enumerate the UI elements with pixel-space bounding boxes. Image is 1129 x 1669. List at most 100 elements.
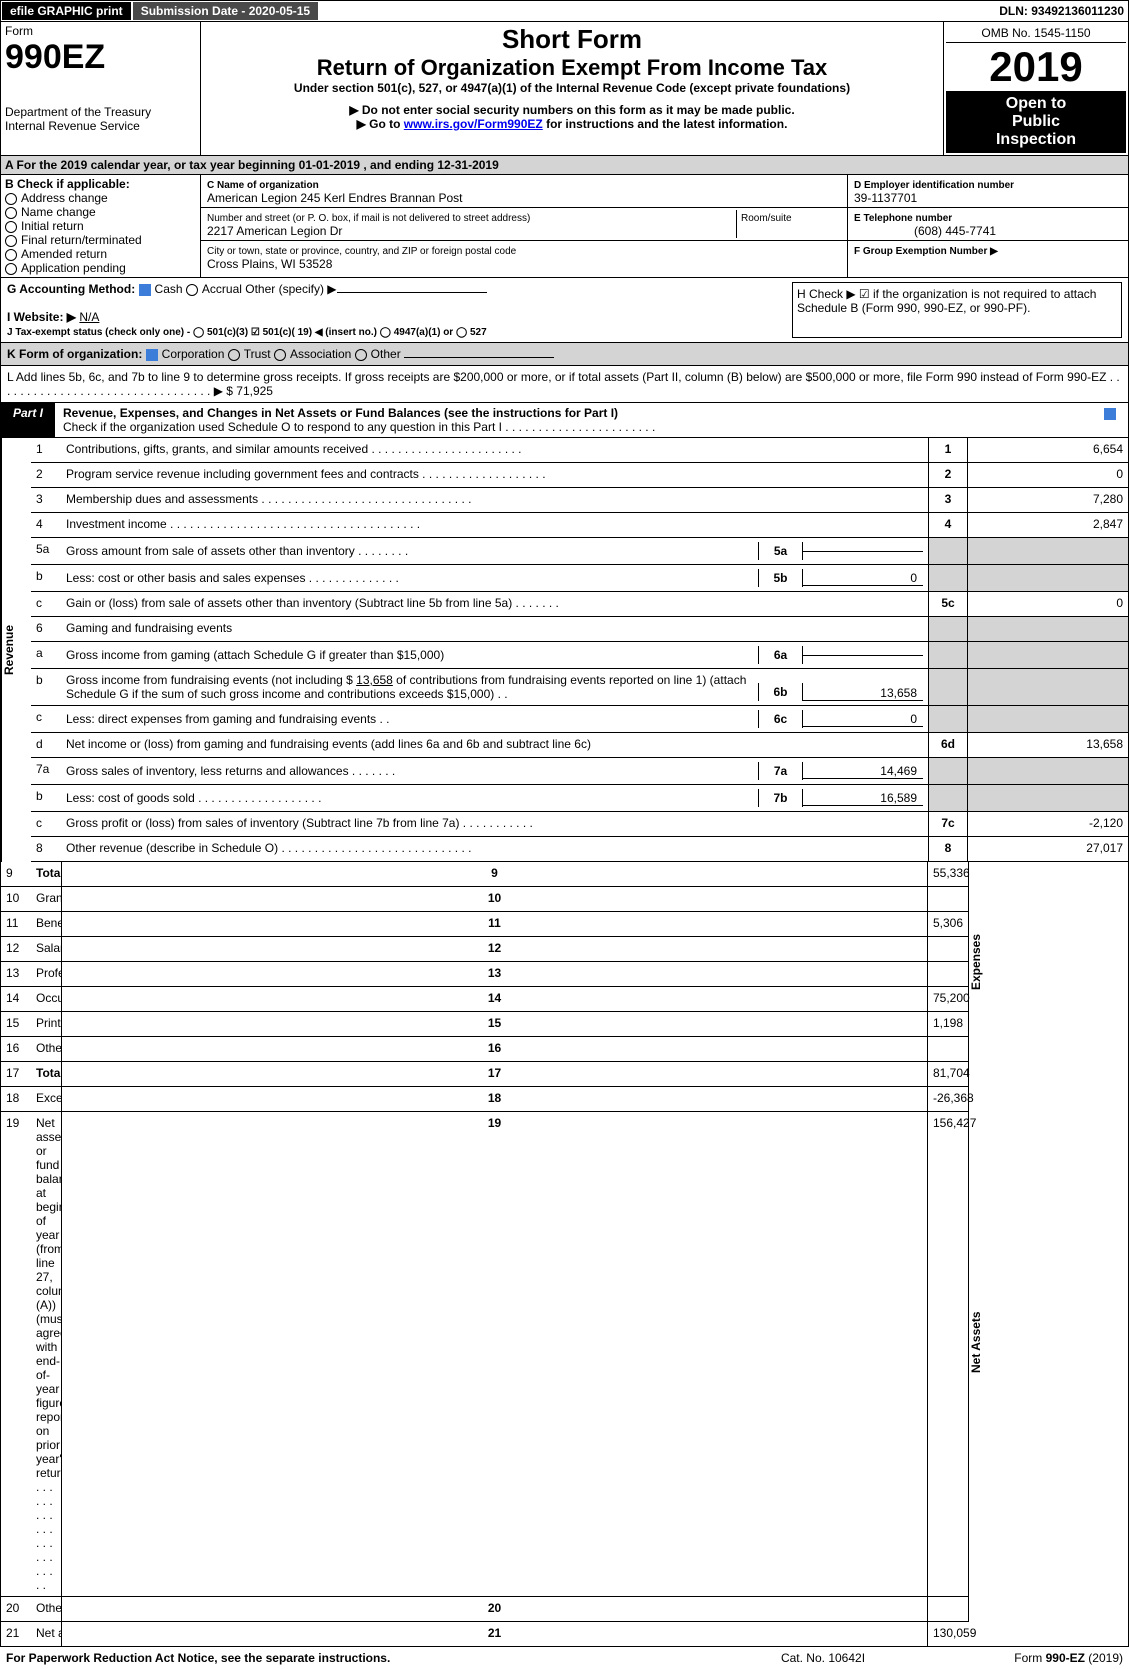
l19-desc: Net assets or fund balances at beginning…	[31, 1112, 61, 1597]
l8-desc: Other revenue (describe in Schedule O) .…	[61, 837, 928, 862]
entity-block: B Check if applicable: Address change Na…	[0, 175, 1129, 278]
row-k: K Form of organization: Corporation Trus…	[0, 343, 1129, 366]
tax-year: 2019	[946, 43, 1126, 91]
open-public: Open to Public Inspection	[946, 91, 1126, 153]
chk-initial-return[interactable]: Initial return	[21, 219, 84, 233]
l2-num: 2	[31, 463, 61, 488]
l10-col: 10	[61, 887, 928, 912]
row-l: L Add lines 5b, 6c, and 7b to line 9 to …	[0, 366, 1129, 403]
l2-amt: 0	[968, 463, 1128, 488]
street-address: 2217 American Legion Dr	[207, 224, 342, 238]
phone-label: E Telephone number	[854, 213, 952, 224]
website-label: I Website: ▶	[7, 310, 76, 324]
tax-exempt-status: J Tax-exempt status (check only one) - ◯…	[7, 327, 487, 338]
l11-num: 11	[1, 912, 31, 937]
l8-amt: 27,017	[968, 837, 1128, 862]
city-label: City or town, state or province, country…	[207, 246, 516, 257]
l2-col: 2	[928, 463, 968, 488]
l5c-desc: Gain or (loss) from sale of assets other…	[61, 592, 928, 617]
chk-amended[interactable]: Amended return	[21, 247, 107, 261]
l6a-desc: Gross income from gaming (attach Schedul…	[61, 642, 928, 669]
l1-amt: 6,654	[968, 438, 1128, 463]
form-ref: Form 990-EZ (2019)	[923, 1651, 1123, 1665]
l7a-num: 7a	[31, 758, 61, 785]
l15-desc: Printing, publications, postage, and shi…	[31, 1012, 61, 1037]
l5b-num: b	[31, 565, 61, 592]
chk-name-change[interactable]: Name change	[21, 205, 96, 219]
note-ssn: ▶ Do not enter social security numbers o…	[205, 103, 939, 117]
l5c-num: c	[31, 592, 61, 617]
street-label: Number and street (or P. O. box, if mail…	[207, 213, 530, 224]
l5a-amt-grey	[968, 538, 1128, 565]
trust-checkbox[interactable]	[228, 349, 240, 361]
l3-desc: Membership dues and assessments . . . . …	[61, 488, 928, 513]
l19-col: 19	[61, 1112, 928, 1597]
l6c-num: c	[31, 706, 61, 733]
corp-checkbox[interactable]	[146, 349, 158, 361]
form-label: Form	[5, 24, 196, 38]
c-label: C Name of organization	[207, 180, 319, 191]
chk-final-return[interactable]: Final return/terminated	[21, 233, 142, 247]
l5c-amt: 0	[968, 592, 1128, 617]
l19-num: 19	[1, 1112, 31, 1597]
form-number: 990EZ	[5, 38, 196, 77]
l12-num: 12	[1, 937, 31, 962]
chk-address-change[interactable]: Address change	[21, 191, 108, 205]
l7c-amt: -2,120	[968, 812, 1128, 837]
l10-amt	[928, 887, 968, 912]
l6b-num: b	[31, 669, 61, 706]
l9-col: 9	[61, 862, 928, 887]
subtitle: Under section 501(c), 527, or 4947(a)(1)…	[205, 81, 939, 95]
title-short-form: Short Form	[205, 24, 939, 55]
schedule-o-checkbox[interactable]	[1104, 408, 1116, 420]
l17-amt: 81,704	[928, 1062, 968, 1087]
l15-num: 15	[1, 1012, 31, 1037]
l7b-num: b	[31, 785, 61, 812]
l16-amt	[928, 1037, 968, 1062]
l4-amt: 2,847	[968, 513, 1128, 538]
l5a-col-grey	[928, 538, 968, 565]
l9-desc: Total revenue. Add lines 1, 2, 3, 4, 5c,…	[31, 862, 61, 887]
org-name: American Legion 245 Kerl Endres Brannan …	[207, 191, 463, 205]
accrual-checkbox[interactable]	[186, 284, 198, 296]
phone-value: (608) 445-7741	[854, 224, 996, 238]
netassets-label: Net Assets	[968, 1062, 1128, 1622]
l6a-num: a	[31, 642, 61, 669]
irs-link[interactable]: www.irs.gov/Form990EZ	[404, 117, 543, 131]
l15-col: 15	[61, 1012, 928, 1037]
title-return: Return of Organization Exempt From Incom…	[205, 55, 939, 81]
cash-checkbox[interactable]	[139, 284, 151, 296]
l7a-desc: Gross sales of inventory, less returns a…	[61, 758, 928, 785]
row-l-text: L Add lines 5b, 6c, and 7b to line 9 to …	[7, 370, 1120, 398]
l13-num: 13	[1, 962, 31, 987]
l17-col: 17	[61, 1062, 928, 1087]
ein-label: D Employer identification number	[854, 180, 1014, 191]
other-checkbox[interactable]	[355, 349, 367, 361]
l8-col: 8	[928, 837, 968, 862]
gross-receipts: 71,925	[236, 384, 273, 398]
l1-num: 1	[31, 438, 61, 463]
assoc-checkbox[interactable]	[274, 349, 286, 361]
dept-treasury-2: Internal Revenue Service	[5, 119, 196, 133]
page-footer: For Paperwork Reduction Act Notice, see …	[0, 1647, 1129, 1669]
l3-col: 3	[928, 488, 968, 513]
l20-desc: Other changes in net assets or fund bala…	[31, 1597, 61, 1622]
l6d-col: 6d	[928, 733, 968, 758]
expenses-label: Expenses	[968, 862, 1128, 1062]
submission-date: Submission Date - 2020-05-15	[133, 2, 318, 20]
chk-pending[interactable]: Application pending	[21, 261, 126, 275]
row-g-h: G Accounting Method: Cash Accrual Other …	[0, 278, 1129, 343]
part-1-header: Part I Revenue, Expenses, and Changes in…	[0, 403, 1129, 438]
l5c-col: 5c	[928, 592, 968, 617]
l1-desc: Contributions, gifts, grants, and simila…	[61, 438, 928, 463]
l16-col: 16	[61, 1037, 928, 1062]
l16-desc: Other expenses (describe in Schedule O) …	[31, 1037, 61, 1062]
l12-amt	[928, 937, 968, 962]
l11-desc: Benefits paid to or for members . . . . …	[31, 912, 61, 937]
form-header: Form 990EZ Department of the Treasury In…	[0, 21, 1129, 156]
dept-treasury-1: Department of the Treasury	[5, 105, 196, 119]
l14-desc: Occupancy, rent, utilities, and maintena…	[31, 987, 61, 1012]
efile-print-button[interactable]: efile GRAPHIC print	[2, 2, 131, 20]
l13-desc: Professional fees and other payments to …	[31, 962, 61, 987]
l14-amt: 75,200	[928, 987, 968, 1012]
